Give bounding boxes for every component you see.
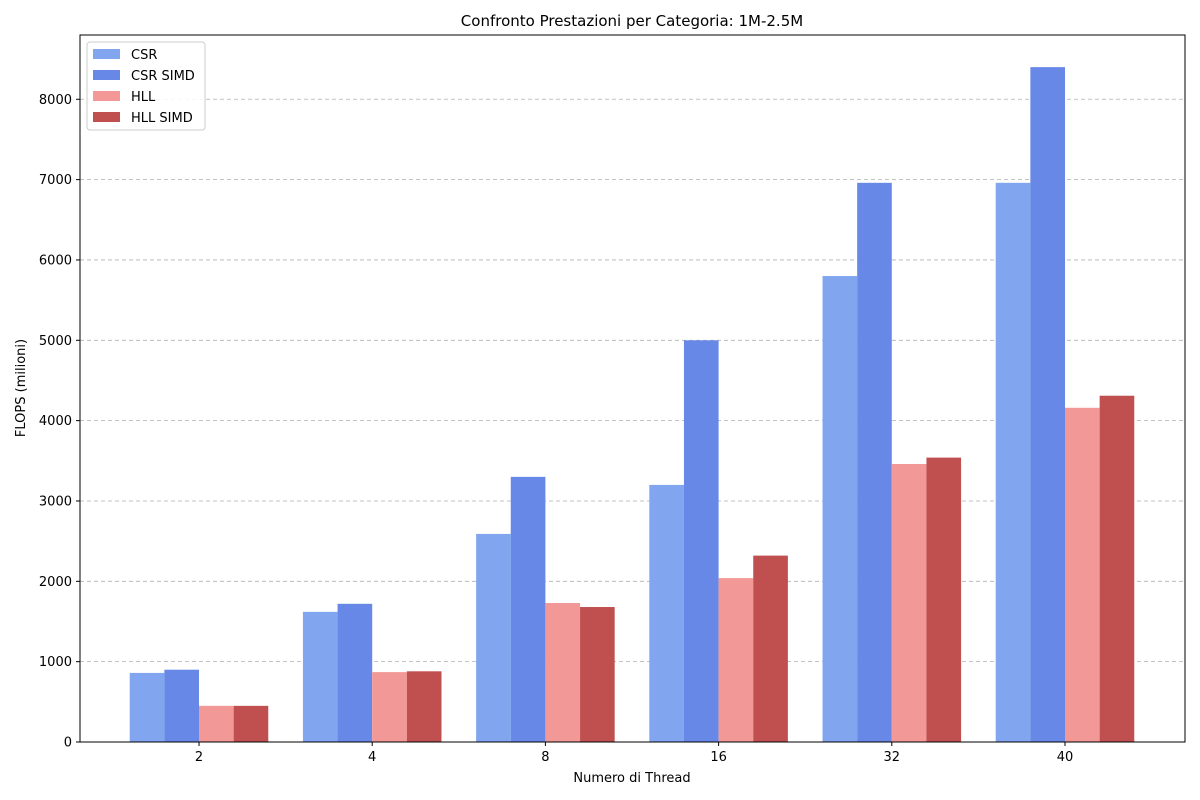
bar-hll-32 <box>891 464 927 742</box>
x-axis: 2 4 8 16 32 40 <box>195 742 1073 765</box>
x-axis-label: Numero di Thread <box>573 771 690 786</box>
bar-hll-simd-2 <box>233 705 269 742</box>
legend-swatch <box>93 112 120 122</box>
x-tick-label: 8 <box>541 750 549 765</box>
y-tick-label: 2000 <box>39 575 72 590</box>
y-tick-label: 6000 <box>39 253 72 268</box>
bar-csr-8 <box>476 533 511 742</box>
chart-title: Confronto Prestazioni per Categoria: 1M-… <box>461 12 803 30</box>
plot-area-frame <box>79 34 1186 743</box>
legend-box <box>86 41 206 131</box>
bar-hll-simd-40 <box>1099 395 1135 742</box>
x-tick-label: 4 <box>368 750 376 765</box>
x-tick-label: 32 <box>884 750 901 765</box>
bar-csr-4 <box>302 611 338 742</box>
x-tick-label: 2 <box>195 750 203 765</box>
bar-csr-40 <box>995 182 1031 742</box>
bar-hll-16 <box>718 578 754 742</box>
bar-hll-simd-32 <box>926 457 962 742</box>
bar-csr-simd-32 <box>857 182 892 742</box>
y-tick-label: 1000 <box>39 655 72 670</box>
bar-hll-4 <box>372 672 407 742</box>
bar-hll-simd-16 <box>753 555 788 742</box>
legend-label: CSR <box>131 48 157 63</box>
bar-hll-40 <box>1065 407 1100 742</box>
y-tick-label: 5000 <box>39 334 72 349</box>
bar-hll-simd-4 <box>406 671 442 742</box>
bar-csr-simd-8 <box>510 476 546 742</box>
bar-csr-simd-16 <box>683 340 719 742</box>
x-tick-label: 40 <box>1057 750 1074 765</box>
bar-csr-simd-40 <box>1030 67 1065 743</box>
legend-swatch <box>93 49 120 59</box>
bar-hll-2 <box>199 705 234 742</box>
bar-csr-2 <box>129 672 165 742</box>
bar-csr-simd-4 <box>337 603 373 742</box>
bar-csr-16 <box>649 484 684 742</box>
y-tick-label: 8000 <box>39 93 72 108</box>
y-tick-label: 7000 <box>39 173 72 188</box>
legend-label: HLL SIMD <box>131 111 193 126</box>
y-tick-label: 3000 <box>39 494 72 509</box>
bar-hll-8 <box>545 603 581 742</box>
bar-csr-32 <box>822 276 858 742</box>
legend-label: CSR SIMD <box>131 69 195 84</box>
y-axis-label: FLOPS (milioni) <box>14 339 29 437</box>
bar-hll-simd-8 <box>580 607 615 742</box>
legend-label: HLL <box>131 90 156 105</box>
legend: CSR CSR SIMD HLL HLL SIMD <box>86 41 206 131</box>
bars-layer <box>129 67 1135 743</box>
y-tick-label: 4000 <box>39 414 72 429</box>
x-tick-label: 16 <box>710 750 727 765</box>
legend-swatch <box>93 91 120 101</box>
y-axis: 0 1000 2000 3000 4000 5000 6000 7000 8000 <box>39 93 80 751</box>
y-tick-label: 0 <box>64 736 72 751</box>
bar-csr-simd-2 <box>164 669 199 742</box>
legend-swatch <box>93 70 120 80</box>
